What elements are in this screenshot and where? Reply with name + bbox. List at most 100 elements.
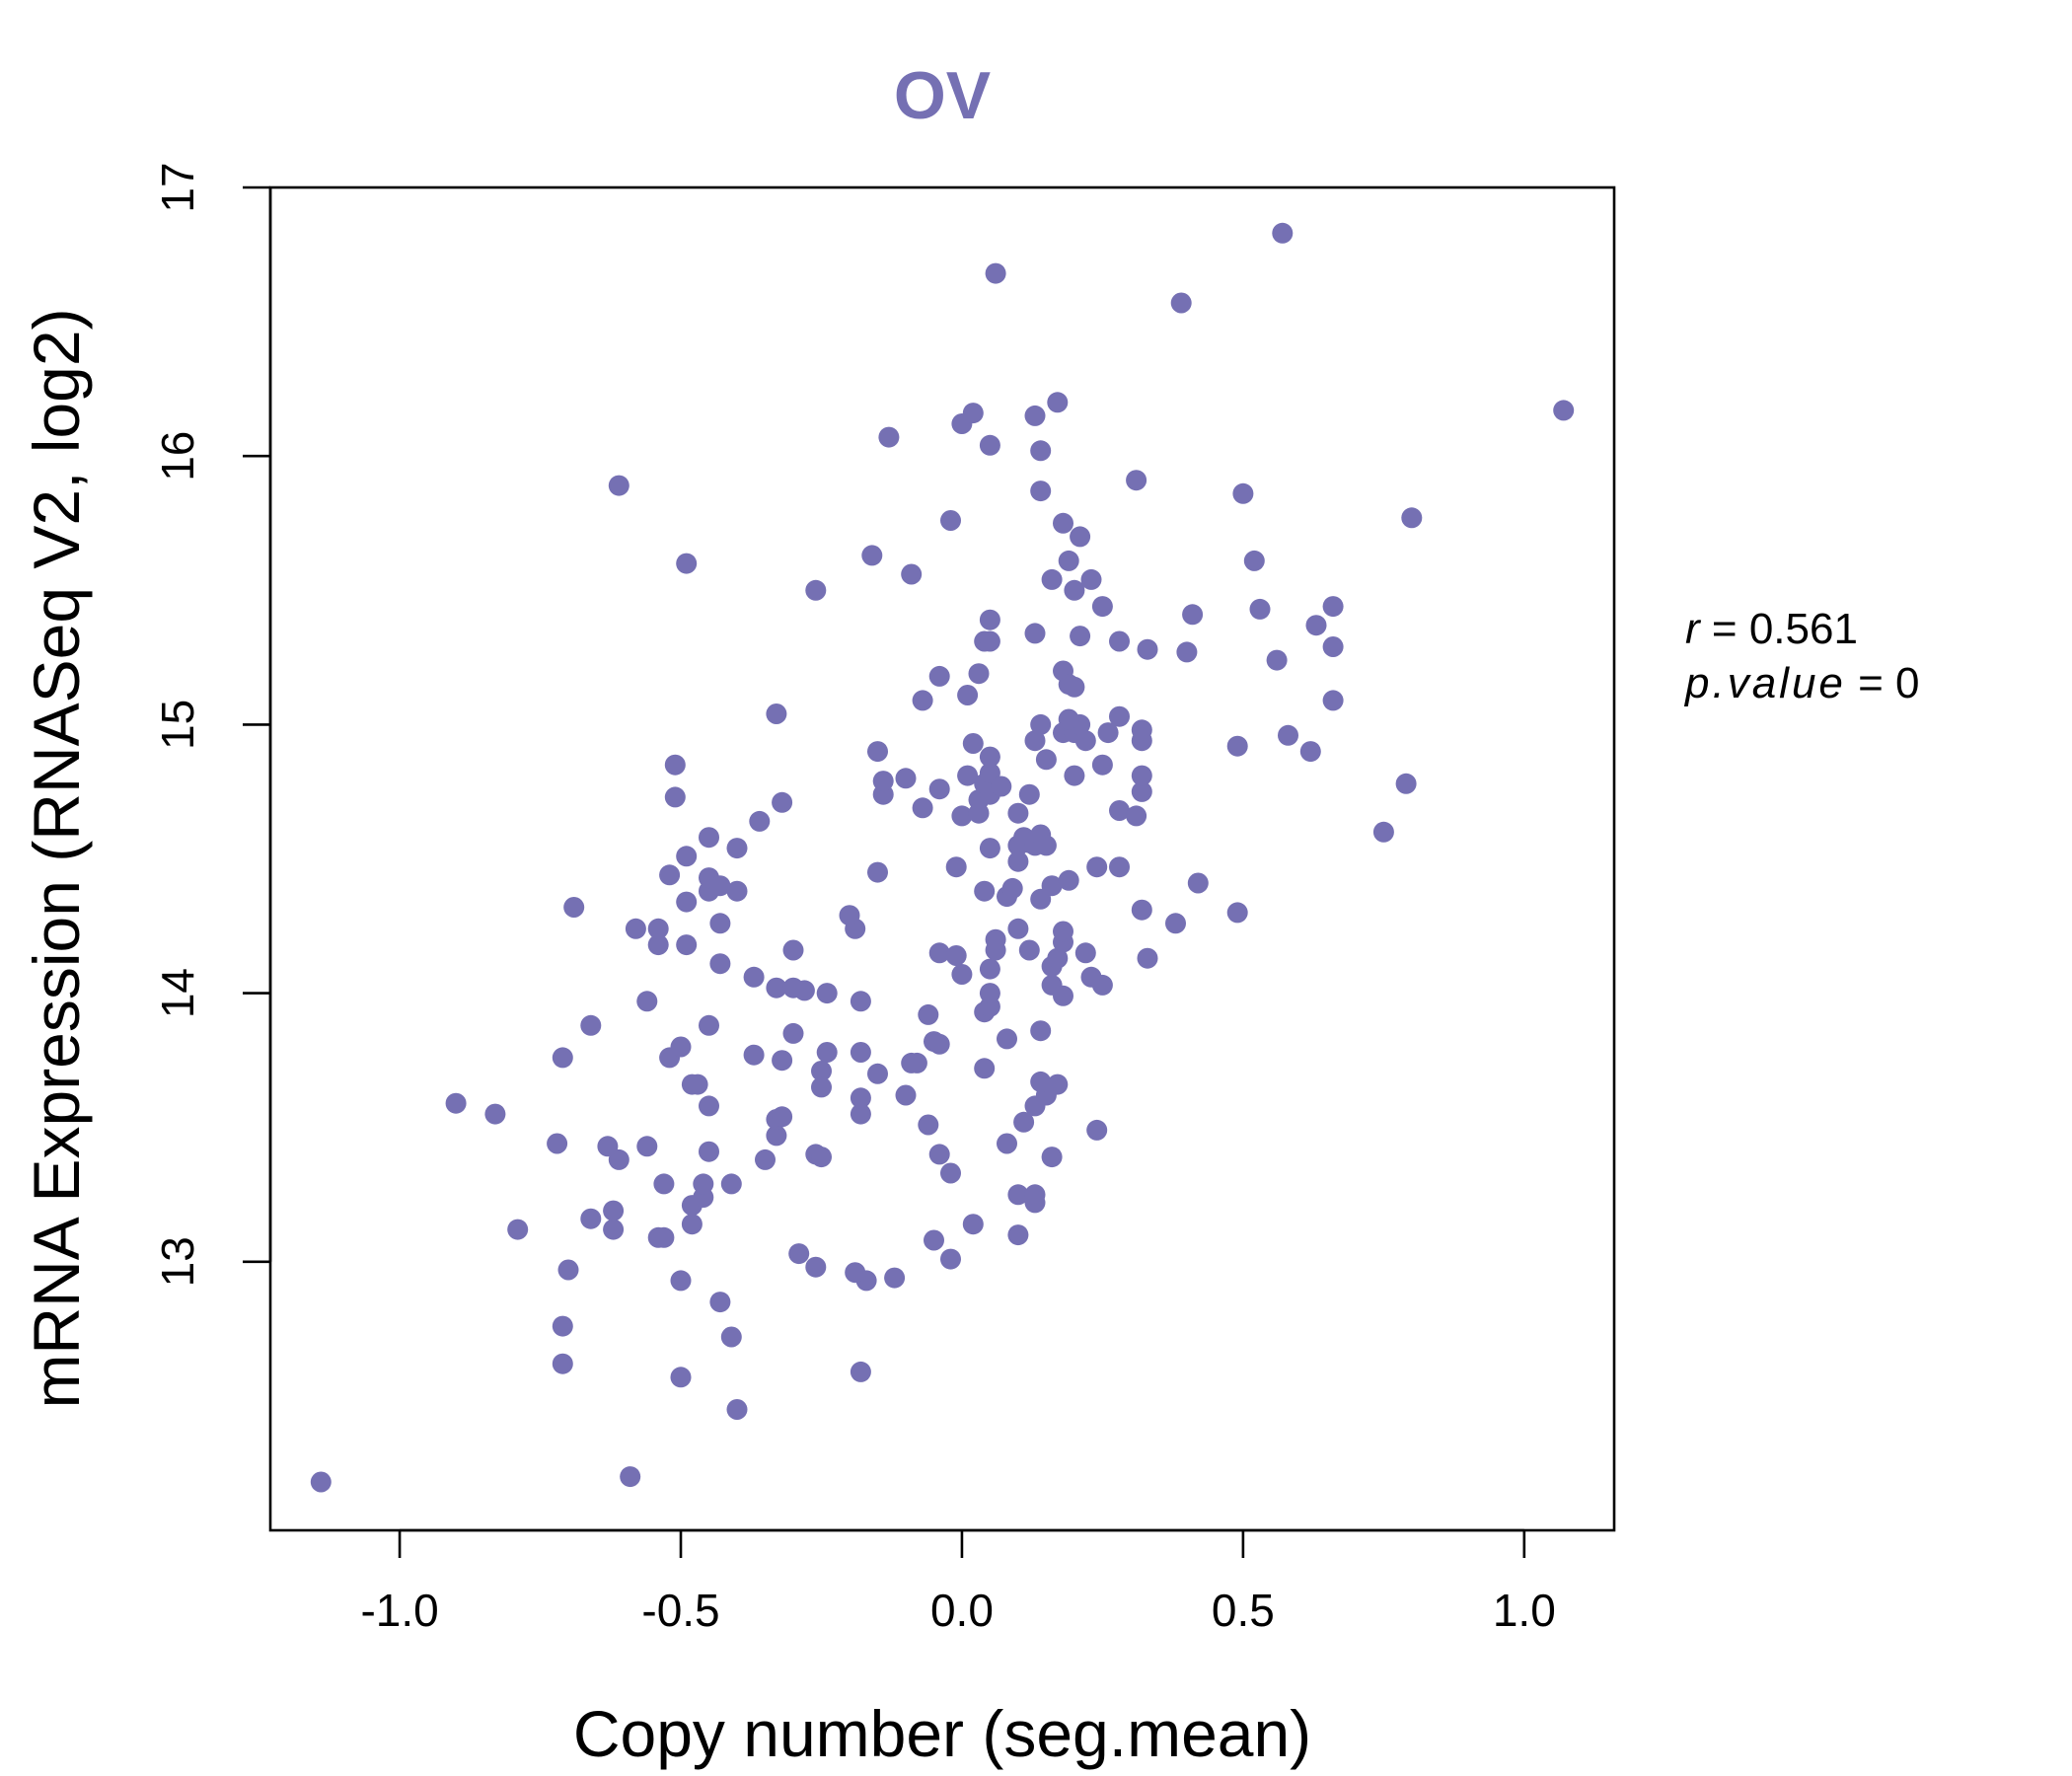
- data-point: [867, 1063, 888, 1084]
- data-point: [1007, 851, 1029, 872]
- data-point: [1070, 626, 1091, 647]
- data-point: [1131, 719, 1152, 741]
- data-point: [557, 1259, 579, 1281]
- r-symbol: r: [1685, 605, 1702, 653]
- data-point: [620, 1466, 641, 1488]
- data-point: [647, 934, 669, 956]
- data-point: [1080, 568, 1102, 590]
- data-point: [709, 913, 731, 934]
- data-point: [805, 579, 827, 601]
- data-point: [1243, 550, 1265, 571]
- data-point: [945, 945, 967, 966]
- data-point: [1131, 765, 1152, 786]
- data-point: [676, 934, 698, 956]
- data-point: [1170, 292, 1192, 314]
- data-point: [772, 791, 793, 813]
- data-point: [580, 1014, 602, 1036]
- data-point: [1182, 604, 1204, 626]
- data-point: [1137, 947, 1158, 969]
- data-point: [1070, 526, 1091, 548]
- r-equals: =: [1712, 605, 1749, 653]
- data-point: [1035, 749, 1057, 771]
- data-point: [1322, 596, 1344, 618]
- data-point: [772, 1050, 793, 1072]
- data-point: [1372, 821, 1394, 843]
- data-point: [962, 1214, 984, 1235]
- data-point: [1047, 392, 1069, 413]
- data-point: [850, 991, 871, 1012]
- x-tick-label: 0.0: [930, 1585, 994, 1636]
- data-point: [1299, 741, 1321, 763]
- data-point: [1109, 630, 1130, 652]
- data-point: [788, 1243, 810, 1265]
- data-point: [867, 861, 888, 883]
- y-axis-label: mRNA Expression (RNASeq V2, log2): [20, 308, 93, 1408]
- svg-text:r = 0.561: r = 0.561: [1685, 605, 1858, 653]
- data-point: [1030, 713, 1052, 735]
- data-point: [1064, 579, 1085, 601]
- data-point: [850, 1042, 871, 1063]
- plot-frame: [268, 185, 1616, 1532]
- data-point: [895, 768, 917, 789]
- data-point: [979, 746, 1000, 768]
- x-tick-label: 0.5: [1212, 1585, 1275, 1636]
- y-tick-label: 16: [152, 431, 203, 481]
- data-point: [603, 1200, 625, 1221]
- data-point: [1030, 440, 1052, 462]
- data-point: [782, 1022, 804, 1044]
- data-point: [552, 1315, 573, 1337]
- data-point: [1030, 481, 1052, 502]
- data-point: [928, 665, 950, 687]
- data-point: [962, 733, 984, 754]
- data-point: [1226, 902, 1248, 924]
- data-point: [1058, 869, 1079, 891]
- data-point: [872, 771, 894, 792]
- data-point: [878, 426, 900, 448]
- data-point: [1091, 754, 1113, 776]
- data-point: [507, 1219, 529, 1240]
- chart-title: OV: [894, 58, 991, 133]
- data-point: [1097, 722, 1119, 744]
- x-axis-label: Copy number (seg.mean): [573, 1697, 1311, 1770]
- data-point: [766, 1125, 787, 1147]
- data-point: [1395, 773, 1417, 794]
- x-tick-label: 1.0: [1493, 1585, 1556, 1636]
- data-point: [445, 1092, 467, 1114]
- data-point: [816, 983, 838, 1004]
- data-point: [772, 1106, 793, 1128]
- data-point: [1064, 765, 1085, 786]
- data-point: [805, 1256, 827, 1278]
- data-point: [1007, 802, 1029, 824]
- data-point: [1041, 1147, 1063, 1168]
- data-point: [979, 609, 1000, 630]
- data-point: [1041, 568, 1063, 590]
- p-equals: =: [1858, 659, 1895, 707]
- data-point: [699, 1014, 719, 1036]
- data-point: [699, 1141, 719, 1162]
- data-point: [1278, 724, 1298, 746]
- data-point: [766, 977, 787, 999]
- data-point: [755, 1148, 776, 1170]
- data-point: [962, 403, 984, 424]
- data-point: [979, 838, 1000, 859]
- data-point: [985, 928, 1006, 950]
- data-point: [709, 875, 731, 897]
- data-point: [957, 765, 979, 786]
- data-point: [1109, 705, 1130, 727]
- data-point: [901, 563, 923, 585]
- data-point: [709, 953, 731, 975]
- points-layer: [310, 222, 1575, 1493]
- data-point: [811, 1076, 832, 1098]
- data-point: [1187, 872, 1209, 894]
- y-tick-label: 17: [152, 162, 203, 212]
- data-point: [603, 1219, 625, 1240]
- data-point: [1109, 800, 1130, 821]
- data-point: [1109, 856, 1130, 878]
- data-point: [743, 966, 765, 988]
- y-tick-label: 14: [152, 968, 203, 1018]
- data-point: [670, 1367, 692, 1388]
- data-point: [884, 1267, 906, 1289]
- data-point: [918, 1003, 939, 1025]
- p-value: 0: [1895, 659, 1919, 707]
- data-point: [699, 827, 719, 849]
